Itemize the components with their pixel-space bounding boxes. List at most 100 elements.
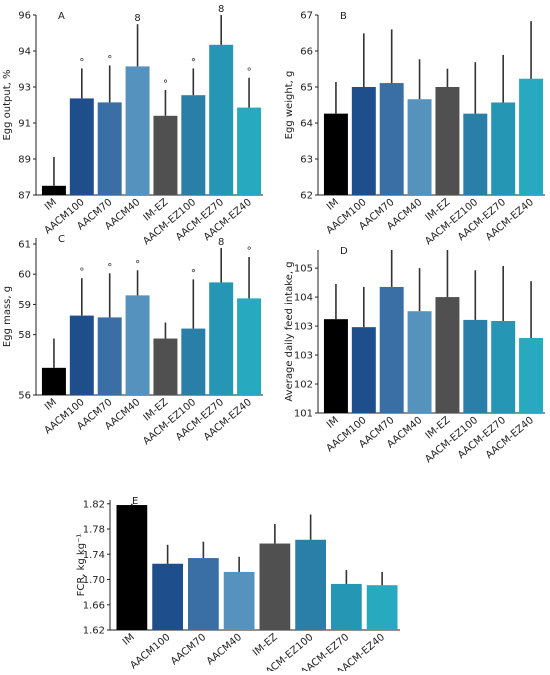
bar	[237, 298, 262, 395]
bar	[407, 99, 432, 195]
annotation: °	[107, 54, 112, 65]
y-tick-label: 102	[294, 380, 313, 391]
annotation: °	[79, 57, 84, 68]
annotation: °	[163, 79, 168, 90]
bar	[188, 558, 219, 630]
y-tick-label: 101	[294, 409, 313, 420]
bar	[331, 583, 362, 630]
y-axis-label: FCR, kg kg⁻¹	[76, 534, 87, 597]
y-tick-label: 89	[18, 155, 31, 166]
panel-label: D	[340, 246, 348, 257]
bar	[237, 107, 262, 195]
x-tick-label: AACM100	[128, 632, 172, 671]
y-tick-label: 96	[18, 11, 31, 22]
annotation: 8	[218, 237, 224, 248]
bar	[366, 585, 398, 630]
annotation: °	[135, 259, 140, 270]
x-tick-label: IM-EZ	[251, 632, 280, 659]
x-tick-label: IM	[43, 197, 59, 213]
y-tick-label: 1.78	[83, 525, 105, 536]
bar	[125, 66, 150, 196]
y-tick-label: 1.62	[83, 626, 105, 637]
panel-label: A	[58, 11, 65, 22]
y-axis-label: Average daily feed intake, g	[284, 261, 295, 401]
y-tick-label: 94	[18, 47, 31, 58]
bar	[41, 185, 66, 195]
bar	[209, 44, 234, 195]
bar	[323, 113, 348, 195]
y-tick-label: 60	[18, 270, 31, 281]
x-tick-label: IM	[325, 197, 341, 213]
bar	[519, 338, 544, 413]
bar	[351, 327, 376, 413]
bar	[69, 98, 94, 195]
bar	[41, 367, 66, 395]
x-tick-label: AACM40	[205, 632, 244, 668]
x-tick-label: IM	[43, 397, 59, 413]
y-tick-label: 61	[18, 240, 31, 251]
y-tick-label: 58	[18, 330, 31, 341]
y-tick-label: 63	[300, 155, 313, 166]
annotation: °	[247, 67, 252, 78]
annotation: °	[79, 267, 84, 278]
annotation: °	[107, 262, 112, 273]
bar	[69, 315, 94, 395]
y-tick-label: 66	[300, 47, 313, 58]
y-tick-label: 1.70	[83, 575, 105, 586]
bar	[125, 295, 150, 395]
panel-label: E	[132, 496, 138, 507]
annotation: °	[247, 246, 252, 257]
y-tick-label: 105	[294, 264, 313, 275]
bar	[435, 87, 460, 195]
annotation: 8	[218, 4, 224, 15]
y-tick-label: 64	[300, 119, 313, 130]
bar	[323, 319, 348, 413]
annotation: °	[191, 268, 196, 279]
y-axis-label: Egg weight, g	[284, 71, 295, 140]
bar	[259, 543, 291, 630]
bar	[351, 87, 376, 195]
x-tick-label: AACM70	[169, 632, 208, 668]
y-tick-label: 1.74	[83, 550, 105, 561]
bar	[181, 328, 206, 395]
bar	[519, 78, 544, 195]
bar	[209, 282, 234, 395]
y-axis-label: Egg output, %	[2, 69, 13, 140]
y-tick-label: 1.66	[83, 600, 105, 611]
y-tick-label: 67	[300, 11, 313, 22]
bar	[97, 102, 122, 195]
panel-label: C	[58, 234, 65, 245]
bar	[407, 311, 432, 413]
annotation: °	[191, 57, 196, 68]
y-axis-label: Egg mass, g	[2, 286, 13, 347]
bar	[491, 102, 516, 195]
y-tick-label: 93	[18, 83, 31, 94]
bar	[97, 317, 122, 395]
panel-label: B	[340, 11, 347, 22]
x-tick-label: IM	[325, 415, 341, 431]
y-tick-label: 56	[18, 391, 31, 402]
bar	[379, 83, 404, 195]
bar	[295, 539, 326, 630]
bar	[153, 115, 178, 195]
y-tick-label: 59	[18, 300, 31, 311]
bar	[463, 319, 488, 413]
y-tick-label: 1.82	[83, 499, 105, 510]
bar	[491, 320, 516, 413]
x-tick-label: IM	[121, 632, 137, 648]
y-tick-label: 65	[300, 83, 313, 94]
bar	[379, 286, 404, 413]
y-tick-label: 62	[300, 191, 313, 202]
bar	[153, 338, 178, 395]
y-tick-label: 104	[294, 293, 313, 304]
y-tick-label: 91	[18, 119, 31, 130]
bar	[116, 505, 148, 630]
bar	[152, 563, 183, 630]
bar	[463, 113, 488, 195]
y-tick-label: 103	[294, 351, 313, 362]
annotation: 8	[134, 13, 140, 24]
bar	[181, 95, 206, 195]
y-tick-label: 87	[18, 191, 31, 202]
bar	[223, 571, 255, 630]
